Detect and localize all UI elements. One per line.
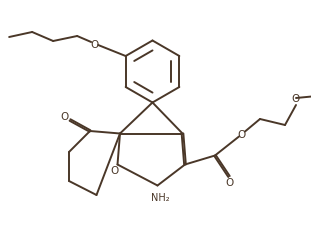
Text: O: O (91, 40, 99, 50)
Text: O: O (110, 166, 118, 176)
Text: NH₂: NH₂ (151, 192, 169, 202)
Text: O: O (61, 112, 69, 122)
Text: O: O (292, 94, 300, 104)
Text: O: O (226, 178, 234, 188)
Text: O: O (238, 129, 246, 139)
